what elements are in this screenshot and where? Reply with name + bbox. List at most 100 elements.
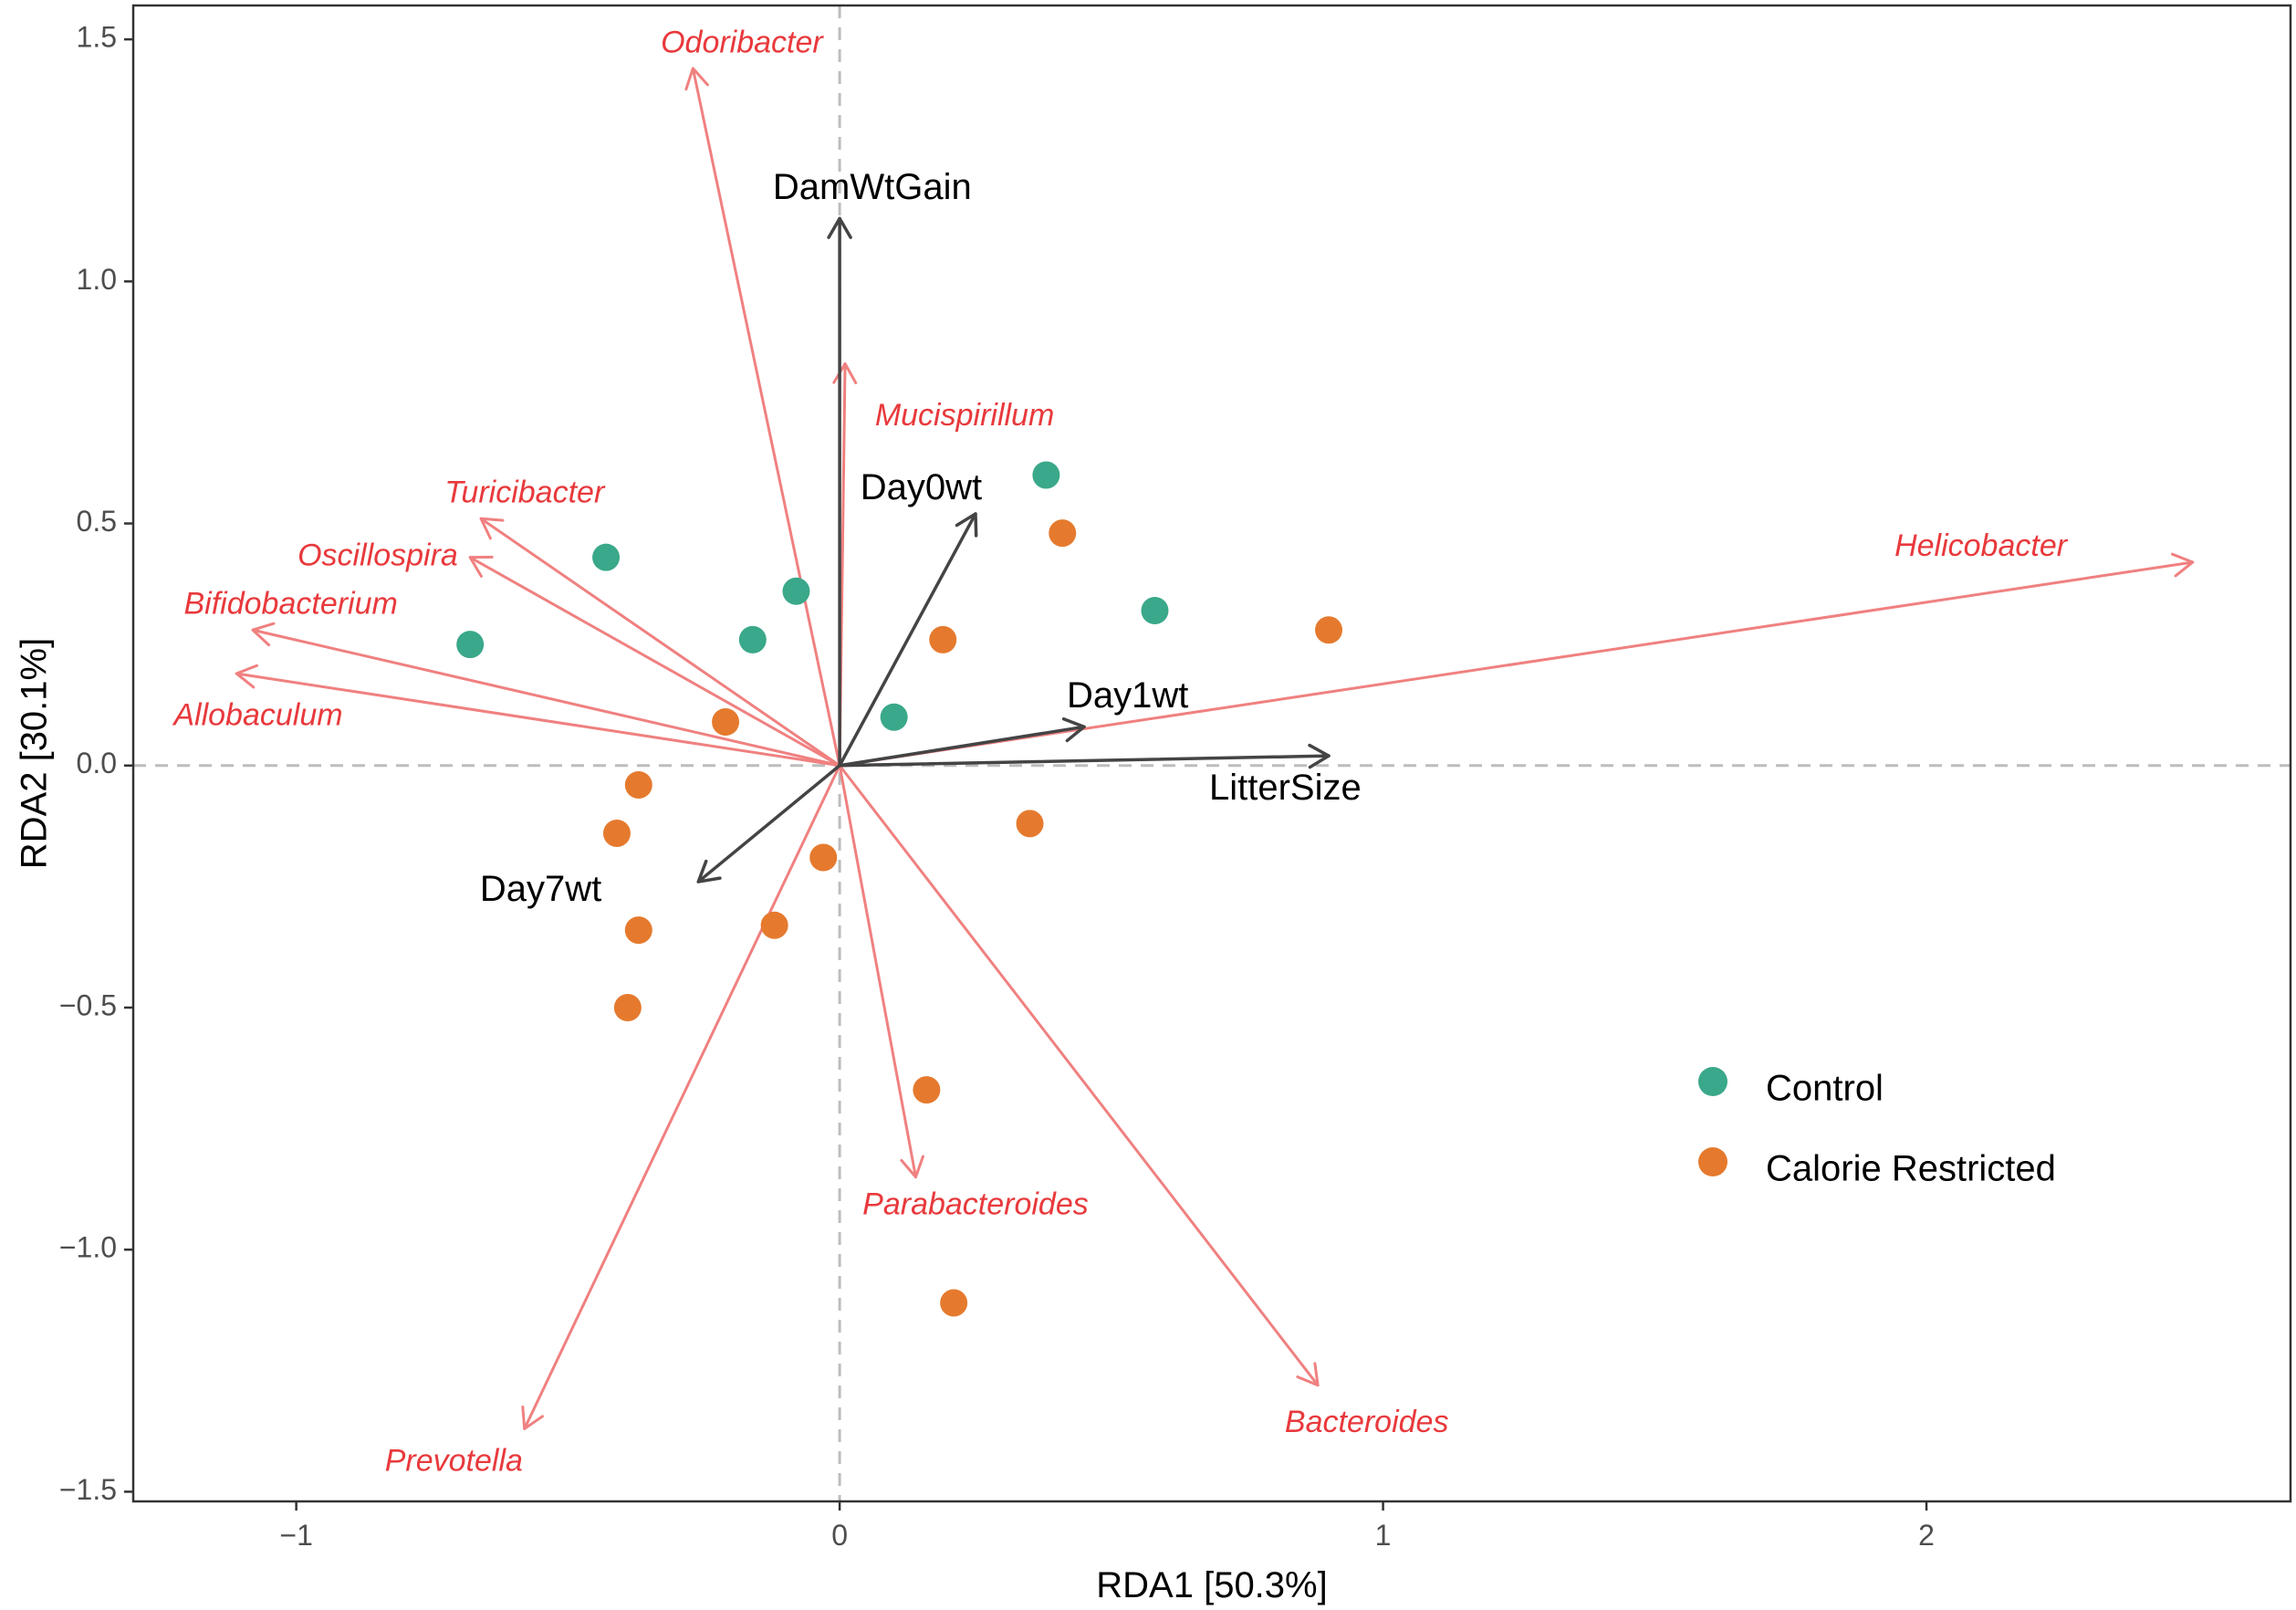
y-tick-label: 1.5 [77, 21, 117, 54]
y-tick-label: 1.0 [77, 263, 117, 296]
point-calorie-restricted [809, 843, 838, 872]
legend-key [1698, 1147, 1727, 1176]
species-label-bacteroides: Bacteroides [1285, 1405, 1449, 1439]
species-arrow-head [521, 1406, 544, 1430]
species-label-turicibacter: Turicibacter [444, 476, 606, 510]
point-calorie-restricted [913, 1076, 941, 1104]
panel-border [131, 4, 2292, 1503]
point-calorie-restricted [1315, 616, 1343, 644]
point-calorie-restricted [613, 993, 642, 1021]
env-label-littersize: LitterSize [1209, 768, 1362, 808]
point-calorie-restricted [602, 820, 631, 848]
x-tick-label: 0 [831, 1519, 848, 1552]
point-control [1141, 597, 1169, 625]
point-control [738, 625, 767, 653]
species-arrow-allobaculum [235, 664, 841, 768]
species-label-bifidobacterium: Bifidobacterium [184, 587, 398, 622]
env-arrow-day1wt [838, 716, 1086, 768]
species-arrow-shaft [838, 764, 1320, 1387]
y-tick-label: 0.5 [77, 505, 117, 538]
axes: −1 0 1 2 −1.5 −1.0 −0.5 0.0 0.5 1.0 1.5 RDA1 [50.3%… [15, 4, 2292, 1605]
env-arrow-day7wt [696, 764, 841, 883]
species-arrow-shaft [468, 556, 841, 768]
legend: Control Calorie Restricted [1698, 1067, 2056, 1189]
species-arrow-head [251, 622, 276, 647]
env-arrow-head [1308, 743, 1331, 769]
species-arrow-prevotella [521, 764, 841, 1430]
point-calorie-restricted [760, 911, 788, 939]
point-calorie-restricted [940, 1289, 968, 1317]
species-arrow-oscillospira [468, 555, 841, 768]
env-arrow-head [696, 859, 722, 883]
species-arrow-head [2170, 552, 2195, 578]
species-arrow-shaft [235, 672, 841, 768]
env-label-day1wt: Day1wt [1067, 675, 1188, 716]
y-tick-label: −0.5 [59, 988, 117, 1021]
species-arrow-head [832, 362, 858, 384]
point-calorie-restricted [624, 916, 652, 945]
species-arrow-parabacteroides [838, 764, 924, 1179]
sample-points [456, 461, 1343, 1317]
species-arrow-turicibacter [479, 517, 841, 768]
env-arrow-head [1061, 716, 1086, 743]
y-axis-title: RDA2 [30.1%] [15, 638, 55, 869]
legend-item-calorie-restricted: Calorie Restricted [1698, 1147, 2056, 1189]
species-arrow-shaft [691, 67, 841, 768]
x-tick-label: 2 [1918, 1519, 1935, 1552]
env-label-day7wt: Day7wt [480, 869, 601, 909]
env-arrow-shaft [838, 725, 1086, 768]
x-axis-title: RDA1 [50.3%] [1096, 1565, 1327, 1605]
species-label-oscillospira: Oscillospira [297, 538, 458, 573]
env-arrow-head [827, 216, 852, 239]
species-arrow-odoribacter [684, 67, 841, 768]
species-label-allobaculum: Allobaculum [172, 698, 342, 733]
species-arrow-bifidobacterium [251, 622, 841, 768]
species-arrow-head [684, 67, 709, 91]
env-arrow-head [955, 512, 978, 538]
species-label-prevotella: Prevotella [385, 1444, 523, 1479]
species-arrow-head [900, 1155, 924, 1179]
env-label-day0wt: Day0wt [861, 467, 982, 507]
y-tick-label: −1.0 [59, 1231, 117, 1264]
species-arrow-shaft [251, 628, 841, 768]
legend-label: Calorie Restricted [1766, 1149, 2056, 1189]
legend-label: Control [1766, 1069, 1884, 1109]
point-calorie-restricted [1016, 810, 1044, 838]
species-arrow-head [1296, 1362, 1320, 1387]
env-arrow-day0wt [838, 512, 978, 768]
env-arrow-littersize [838, 743, 1331, 769]
legend-item-control: Control [1698, 1067, 1884, 1109]
env-arrow-damwtgain [827, 216, 852, 768]
species-arrow-shaft [838, 560, 2195, 768]
legend-key [1698, 1067, 1727, 1096]
point-control [456, 631, 485, 659]
species-arrow-shaft [838, 764, 917, 1179]
point-calorie-restricted [624, 770, 652, 799]
env-label-damwtgain: DamWtGain [773, 167, 972, 207]
point-calorie-restricted [929, 625, 957, 653]
species-label-mucispirillum: Mucispirillum [875, 398, 1054, 433]
species-arrow-helicobacter [838, 552, 2195, 768]
species-label-helicobacter: Helicobacter [1894, 528, 2069, 563]
species-arrow-head [479, 517, 505, 540]
point-control [880, 703, 908, 731]
species-arrow-shaft [523, 764, 841, 1430]
environmental-vectors [696, 216, 1331, 883]
species-vectors [235, 67, 2195, 1430]
env-arrow-shaft [838, 512, 977, 768]
point-calorie-restricted [1049, 519, 1077, 548]
species-label-parabacteroides: Parabacteroides [862, 1187, 1089, 1221]
x-tick-label: −1 [279, 1519, 312, 1552]
point-control [1032, 461, 1060, 489]
point-calorie-restricted [712, 708, 740, 737]
point-control [592, 543, 621, 571]
y-tick-label: −1.5 [59, 1473, 117, 1506]
y-tick-label: 0.0 [77, 747, 117, 779]
env-arrow-shaft [838, 754, 1331, 768]
species-label-odoribacter: Odoribacter [661, 25, 824, 59]
species-arrow-bacteroides [838, 764, 1320, 1387]
species-arrow-head [468, 555, 494, 578]
species-arrow-head [235, 664, 258, 689]
